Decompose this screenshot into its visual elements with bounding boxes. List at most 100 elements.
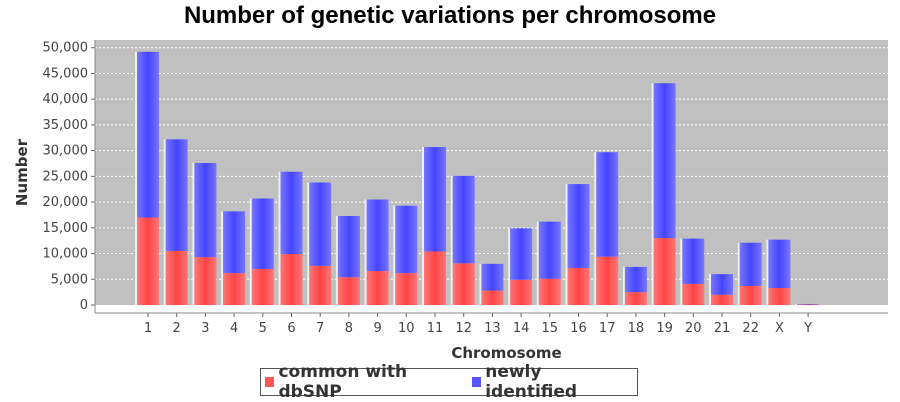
legend: common with dbSNP newly identified [260,362,638,402]
bar-common-14 [510,279,533,305]
bar-new-2 [165,139,188,251]
y-tick-label: 50,000 [43,41,89,56]
bar-new-4 [223,211,246,274]
x-tick-label-Y: Y [803,321,812,336]
y-axis-label: Number [13,138,31,206]
x-tick-label-22: 22 [742,321,759,336]
x-tick-label-17: 17 [599,321,616,336]
bar-highlight-19 [651,83,654,305]
bar-new-6 [280,171,303,255]
bar-new-11 [424,147,446,252]
bar-common-19 [653,238,676,305]
legend-swatch-new [471,377,482,387]
bar-highlight-5 [249,198,252,305]
bar-highlight-8 [335,215,338,305]
bar-new-18 [624,266,647,293]
y-tick-label: 0 [80,298,88,313]
bar-new-22 [739,242,762,286]
bar-highlight-Y [795,303,798,305]
x-tick-label-8: 8 [345,321,353,336]
bar-highlight-6 [278,171,281,305]
x-axis-label: Chromosome [451,344,561,362]
bar-new-12 [452,175,475,264]
bar-highlight-2 [163,139,166,305]
legend-swatch-common [265,377,275,387]
bar-new-17 [596,152,619,257]
bar-new-7 [309,182,332,266]
bar-highlight-12 [450,175,453,305]
bar-common-12 [452,263,475,305]
x-tick-label-X: X [775,321,784,336]
legend-label-new: newly identified [485,362,578,402]
bar-new-16 [567,184,590,268]
bar-common-6 [280,254,303,305]
x-tick-label-2: 2 [173,321,181,336]
x-tick-label-20: 20 [685,321,702,336]
bar-common-3 [194,257,217,305]
x-tick-label-21: 21 [714,321,731,336]
bar-new-Y [797,303,820,305]
bar-common-11 [424,251,446,305]
bar-new-X [768,239,791,289]
bar-common-9 [366,271,389,305]
bar-highlight-14 [508,228,511,305]
bar-highlight-21 [709,274,711,305]
y-tick-label: 45,000 [43,66,89,81]
bar-common-10 [395,273,418,305]
bar-highlight-1 [135,51,137,306]
bar-common-17 [596,256,619,305]
bar-highlight-13 [479,263,482,305]
bar-common-1 [137,217,159,305]
bar-highlight-3 [192,162,195,305]
bar-highlight-9 [364,199,367,305]
x-tick-label-18: 18 [628,321,645,336]
bar-new-9 [366,199,389,272]
bar-new-8 [337,215,360,278]
y-tick-label: 30,000 [43,144,89,159]
bar-highlight-18 [622,266,625,305]
bar-new-15 [538,221,561,279]
bar-highlight-4 [221,211,224,305]
bar-highlight-X [766,239,769,305]
bar-common-2 [165,250,188,305]
y-tick-label: 15,000 [43,221,89,236]
legend-label-common: common with dbSNP [278,362,408,402]
legend-item-new: newly identified [471,362,631,402]
legend-item-common: common with dbSNP [265,362,466,402]
bar-common-8 [337,277,360,305]
bar-new-5 [251,198,274,269]
bar-highlight-7 [307,182,310,305]
x-tick-label-12: 12 [455,321,472,336]
bar-new-20 [682,238,705,284]
x-tick-label-13: 13 [484,321,501,336]
bar-highlight-22 [737,242,740,305]
bar-highlight-15 [536,221,539,305]
x-tick-label-10: 10 [398,321,415,336]
bar-new-10 [395,205,418,274]
bar-highlight-20 [680,238,683,305]
x-tick-label-9: 9 [373,321,381,336]
bar-new-19 [653,83,676,239]
bar-new-13 [481,263,504,291]
bar-highlight-11 [422,147,424,305]
bar-highlight-16 [565,184,568,305]
bar-highlight-10 [393,205,396,305]
y-tick-label: 5,000 [51,272,88,287]
bar-common-15 [538,278,561,305]
x-tick-label-15: 15 [542,321,559,336]
y-tick-label: 25,000 [43,169,89,184]
bar-common-5 [251,268,274,305]
y-tick-label: 35,000 [43,118,89,133]
x-tick-label-3: 3 [201,321,209,336]
x-tick-label-19: 19 [656,321,673,336]
bar-new-1 [137,51,159,218]
bar-common-21 [711,294,733,305]
bar-common-7 [309,265,332,305]
bar-common-18 [624,292,647,305]
x-tick-label-6: 6 [287,321,295,336]
bar-common-22 [739,285,762,305]
x-tick-label-14: 14 [513,321,530,336]
bar-common-Y [797,304,820,305]
bar-common-13 [481,290,504,305]
